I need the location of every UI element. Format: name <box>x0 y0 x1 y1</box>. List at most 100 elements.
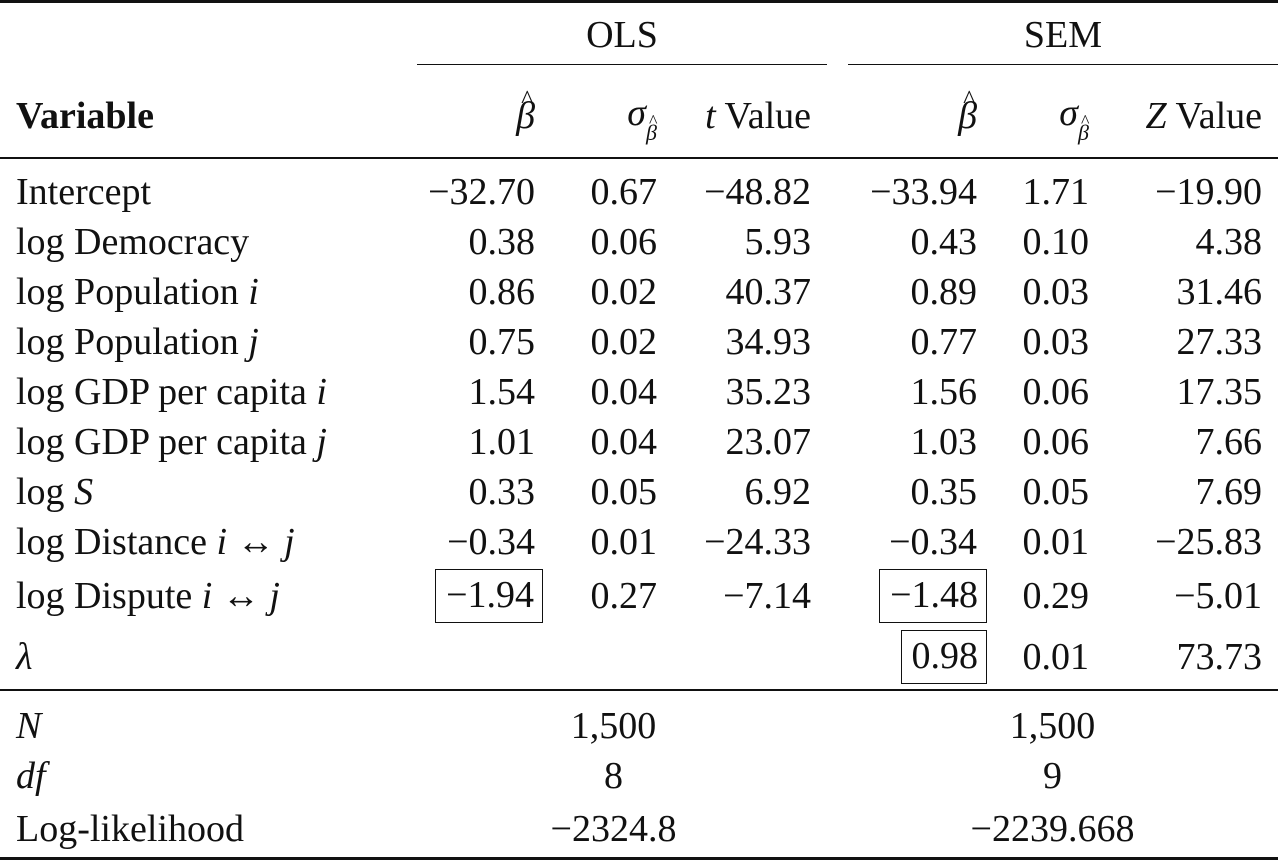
sem-se: 0.01 <box>1022 521 1090 563</box>
table-row: log GDP per capita j 1.01 0.04 23.07 1.0… <box>0 417 1278 467</box>
table-row: log Population j 0.75 0.02 34.93 0.77 0.… <box>0 317 1278 367</box>
footer-label: Log-likelihood <box>0 801 400 860</box>
ols-t: −7.14 <box>723 575 811 617</box>
sem-coef: 1.56 <box>910 371 978 413</box>
ols-t: −48.82 <box>704 171 811 213</box>
ols-t <box>667 625 827 691</box>
sem-z: 7.69 <box>1195 471 1263 513</box>
sem-coef: 0.43 <box>910 221 978 263</box>
sem-z: −25.83 <box>1155 521 1262 563</box>
sem-footer-value: −2239.668 <box>827 801 1278 860</box>
ols-coef: 0.33 <box>468 471 536 513</box>
row-label: Intercept <box>16 171 152 213</box>
footer-label: df <box>16 755 46 797</box>
ols-t: −24.33 <box>704 521 811 563</box>
row-label: log Distance i ↔ j <box>16 521 295 563</box>
table-row: log Population i 0.86 0.02 40.37 0.89 0.… <box>0 267 1278 317</box>
ols-se-header: σ ^ β <box>545 75 667 159</box>
sem-z: 73.73 <box>1109 625 1278 691</box>
ols-se: 0.06 <box>590 221 658 263</box>
row-label: log S <box>16 471 94 513</box>
ols-coef: 1.54 <box>468 371 536 413</box>
sem-beta-header: ^ β <box>827 75 987 159</box>
sem-z: 31.46 <box>1176 271 1263 313</box>
sem-se: 1.71 <box>1022 171 1090 213</box>
empty-corner <box>0 0 400 75</box>
sem-footer-value: 9 <box>1043 755 1062 797</box>
sem-z: −5.01 <box>1174 575 1262 617</box>
sem-coef: 0.98 <box>827 625 987 691</box>
row-label: log Population i <box>16 271 259 313</box>
ols-t: 40.37 <box>725 271 812 313</box>
sem-se: 0.03 <box>1022 271 1090 313</box>
ols-coef: 1.01 <box>468 421 536 463</box>
ols-footer-value: 1,500 <box>570 705 657 747</box>
ols-group-label: OLS <box>417 16 827 65</box>
sem-coef: 0.89 <box>910 271 978 313</box>
sem-z: 27.33 <box>1176 321 1263 363</box>
column-header-row: Variable ^ β σ ^ β t Value ^ β σ ^ β Z Value <box>0 75 1278 159</box>
sem-coef: −0.34 <box>889 521 977 563</box>
sem-coef: −33.94 <box>870 171 977 213</box>
footer-row: df 8 9 <box>0 751 1278 801</box>
ols-se: 0.27 <box>590 575 658 617</box>
table-row: log S 0.33 0.05 6.92 0.35 0.05 7.69 <box>0 467 1278 517</box>
sem-coef: −1.48 <box>827 567 987 625</box>
ols-se: 0.05 <box>590 471 658 513</box>
group-header-row: OLS SEM <box>0 0 1278 75</box>
ols-se <box>545 625 667 691</box>
ols-footer-value: 8 <box>604 755 623 797</box>
ols-coef: −1.94 <box>400 567 545 625</box>
ols-coef: 0.38 <box>468 221 536 263</box>
ols-coef <box>400 625 545 691</box>
table-row: log Dispute i ↔ j −1.94 0.27 −7.14 −1.48… <box>0 567 1278 625</box>
table-row: log Democracy 0.38 0.06 5.93 0.43 0.10 4… <box>0 217 1278 267</box>
sem-z: −19.90 <box>1155 171 1262 213</box>
highlight-box: −1.94 <box>435 569 543 623</box>
ols-se: 0.02 <box>590 321 658 363</box>
table-row: log GDP per capita i 1.54 0.04 35.23 1.5… <box>0 367 1278 417</box>
ols-t-header: t Value <box>667 75 827 159</box>
ols-t: 34.93 <box>725 321 812 363</box>
ols-beta-header: ^ β <box>400 75 545 159</box>
row-label: log Population j <box>16 321 259 363</box>
sem-se: 0.06 <box>1022 371 1090 413</box>
table-row: Intercept −32.70 0.67 −48.82 −33.94 1.71… <box>0 158 1278 217</box>
sem-group-header: SEM <box>827 0 1278 75</box>
ols-coef: 0.75 <box>468 321 536 363</box>
footer-row: Log-likelihood −2324.8 −2239.668 <box>0 801 1278 860</box>
ols-se: 0.02 <box>590 271 658 313</box>
ols-se: 0.04 <box>590 371 658 413</box>
row-label: log Dispute i ↔ j <box>16 575 280 617</box>
row-label: log GDP per capita i <box>16 371 327 413</box>
sem-coef: 1.03 <box>910 421 978 463</box>
ols-coef: −32.70 <box>428 171 535 213</box>
sem-se: 0.03 <box>1022 321 1090 363</box>
row-label: log Democracy <box>16 221 250 263</box>
ols-t: 6.92 <box>744 471 812 513</box>
ols-se: 0.04 <box>590 421 658 463</box>
sem-coef: 0.35 <box>910 471 978 513</box>
footer-row: N 1,500 1,500 <box>0 690 1278 751</box>
sem-group-label: SEM <box>848 16 1278 65</box>
sem-se: 0.29 <box>1022 575 1090 617</box>
sem-se: 0.10 <box>1022 221 1090 263</box>
highlight-box: 0.98 <box>900 630 987 684</box>
sem-se: 0.01 <box>987 625 1109 691</box>
ols-t: 23.07 <box>725 421 812 463</box>
sem-z: 4.38 <box>1195 221 1263 263</box>
sem-se: 0.05 <box>1022 471 1090 513</box>
highlight-box: −1.48 <box>879 569 987 623</box>
row-label: log GDP per capita j <box>16 421 327 463</box>
ols-se: 0.67 <box>590 171 658 213</box>
sem-se: 0.06 <box>1022 421 1090 463</box>
row-label: λ <box>0 625 400 691</box>
ols-coef: −0.34 <box>447 521 535 563</box>
table-row: λ 0.98 0.01 73.73 <box>0 625 1278 691</box>
table-row: log Distance i ↔ j −0.34 0.01 −24.33 −0.… <box>0 517 1278 567</box>
ols-se: 0.01 <box>590 521 658 563</box>
sem-z-header: Z Value <box>1109 75 1278 159</box>
ols-t: 5.93 <box>744 221 812 263</box>
